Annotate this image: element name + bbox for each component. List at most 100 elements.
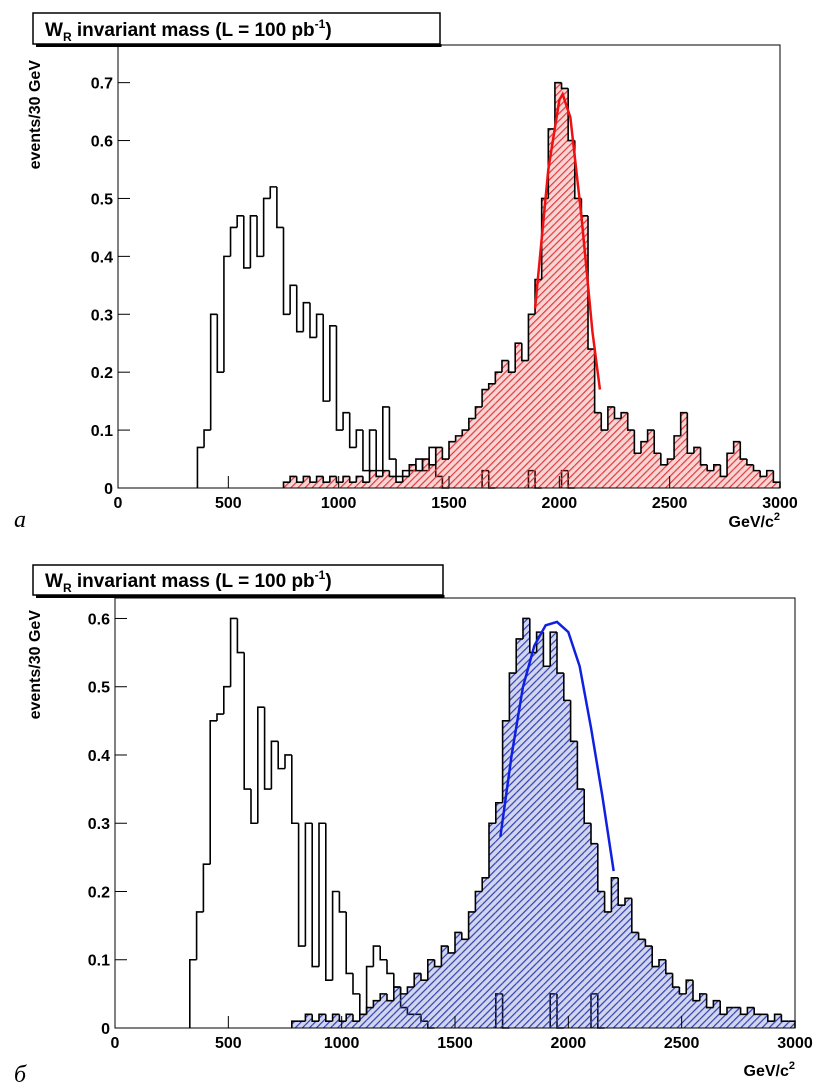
bin-fill [761,1014,768,1028]
bin-outline [753,1007,761,1016]
bin-outline [542,632,551,668]
bin-fill [601,430,608,488]
bin-outline [329,475,337,483]
bin-outline [474,406,483,419]
bin-fill [415,470,423,488]
bin-fill [462,430,469,488]
bin-fill [427,959,435,1028]
title-rest: invariant mass (L = 100 pb [72,20,315,41]
bin-fill [753,470,761,488]
title-box [32,564,444,596]
bin-outline [331,1013,340,1022]
bin-outline [311,823,319,968]
bin-outline [359,1013,367,1022]
bin-fill [707,470,714,488]
bin-fill [720,1014,727,1028]
bin-outline [325,1014,333,1022]
y-tick-label: 0.3 [88,816,110,833]
bin-outline [352,1014,360,1022]
bin-outline [719,1000,727,1016]
bin-fill [679,993,687,1028]
x-tick-label: 2500 [664,1035,700,1052]
bin-fill [468,911,476,1028]
bin-outline [501,359,509,373]
title-main: W [45,571,63,592]
bin-outline [692,980,700,1002]
y-tick-label: 0.5 [91,191,113,208]
bin-outline [195,911,204,960]
bin-outline [236,618,245,654]
bin-outline [291,754,299,825]
bin-outline [447,946,455,954]
bin-fill [316,476,324,488]
bin-fill [528,314,536,488]
x-tick-label: 3000 [762,495,798,512]
bin-outline [554,81,562,129]
bin-outline [209,313,218,431]
bin-fill [455,932,462,1028]
x-axis-label: GeV/c2 [744,1060,795,1080]
bin-fill [634,453,641,488]
bin-fill [654,453,661,488]
title-sup: -1 [315,568,326,582]
bin-outline [236,215,244,228]
bin-outline [640,440,648,454]
bin-fill [468,418,476,488]
bin-outline [514,342,522,373]
x-tick-label: 2000 [542,495,578,512]
bin-outline [719,464,728,478]
bin-fill [563,700,571,1028]
bin-fill [727,453,734,488]
bin-outline [767,1014,775,1022]
bin-fill [529,652,537,1028]
bin-fill [516,638,523,1028]
bin-outline [705,993,714,1009]
x-tick-label: 0 [114,495,123,512]
bin-outline [242,215,251,269]
bin-outline [372,999,381,1008]
bin-outline [368,469,377,483]
bin-outline [481,877,489,892]
bin-fill [627,430,635,488]
x-axis-label-text: GeV/c [729,514,774,531]
x-axis-label-sup: 2 [774,511,780,523]
y-tick-label: 0.2 [91,365,113,382]
bin-outline [556,632,564,674]
bin-fill [400,993,408,1028]
bin-fill [611,877,619,1028]
bin-outline [644,939,653,947]
bin-fill [455,435,463,488]
bin-fill [461,939,469,1028]
bin-fill [554,82,562,488]
bin-fill [501,360,509,488]
bin-fill [475,406,483,488]
bin-outline [331,890,340,981]
bin-fill [402,476,410,488]
bin-outline [440,945,449,967]
bin-fill [699,993,707,1028]
panel-label: б [14,1062,27,1088]
bin-fill [625,898,632,1028]
bin-fill [727,1007,734,1028]
bin-outline [454,931,462,953]
bin-outline [658,958,666,967]
bin-outline [617,877,625,906]
bin-fill [482,877,489,1028]
x-tick-label: 2500 [652,495,688,512]
bin-fill [475,891,483,1028]
bin-outline [189,958,197,1028]
bin-outline [284,754,292,769]
y-tick-label: 0.1 [88,953,110,970]
title-main: W [45,20,63,41]
bin-outline [335,325,344,431]
bin-outline [467,911,476,940]
bin-outline [302,475,310,483]
bin-outline [368,429,377,471]
bin-outline [408,464,416,477]
bin-fill [660,464,668,488]
bin-fill [362,482,370,488]
bin-outline [315,475,324,483]
y-tick-label: 0 [101,1021,110,1038]
bin-outline [345,911,353,975]
bin-outline [388,406,397,460]
